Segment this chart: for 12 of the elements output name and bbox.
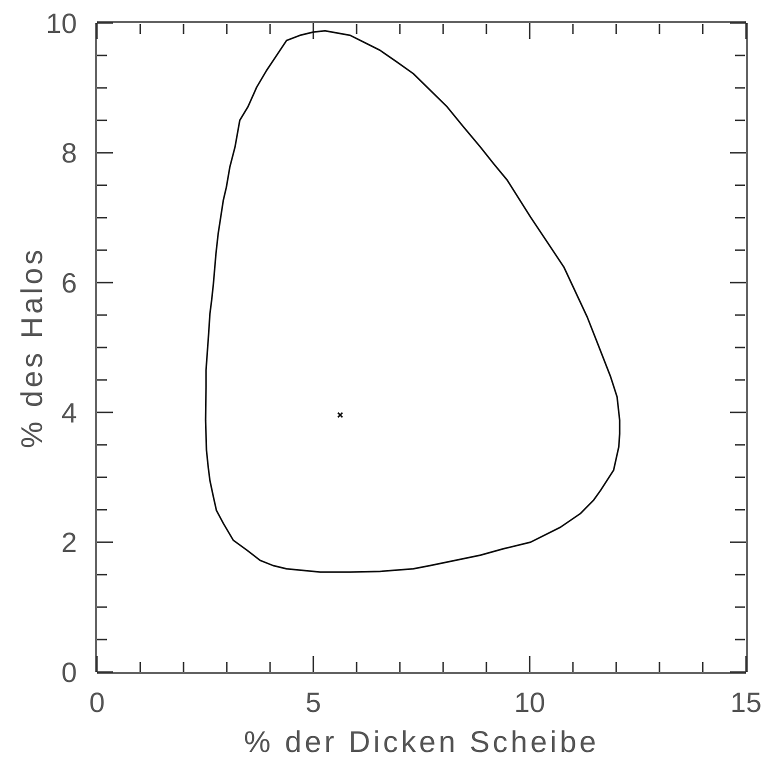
y-axis-title: % des Halos (16, 246, 49, 448)
x-tick-label: 10 (514, 686, 546, 718)
y-tick-label: 8 (61, 138, 77, 169)
x-axis-title: % der Dicken Scheibe (244, 726, 600, 759)
y-tick-label: 10 (46, 8, 77, 39)
y-tick-label: 6 (61, 268, 77, 299)
x-tick-label: 5 (306, 686, 322, 718)
y-tick-label: 0 (61, 656, 77, 688)
y-tick-label: 4 (61, 397, 77, 428)
x-tick-label: 15 (730, 686, 762, 718)
x-tick-label: 0 (89, 686, 105, 718)
y-tick-label: 2 (61, 527, 77, 558)
